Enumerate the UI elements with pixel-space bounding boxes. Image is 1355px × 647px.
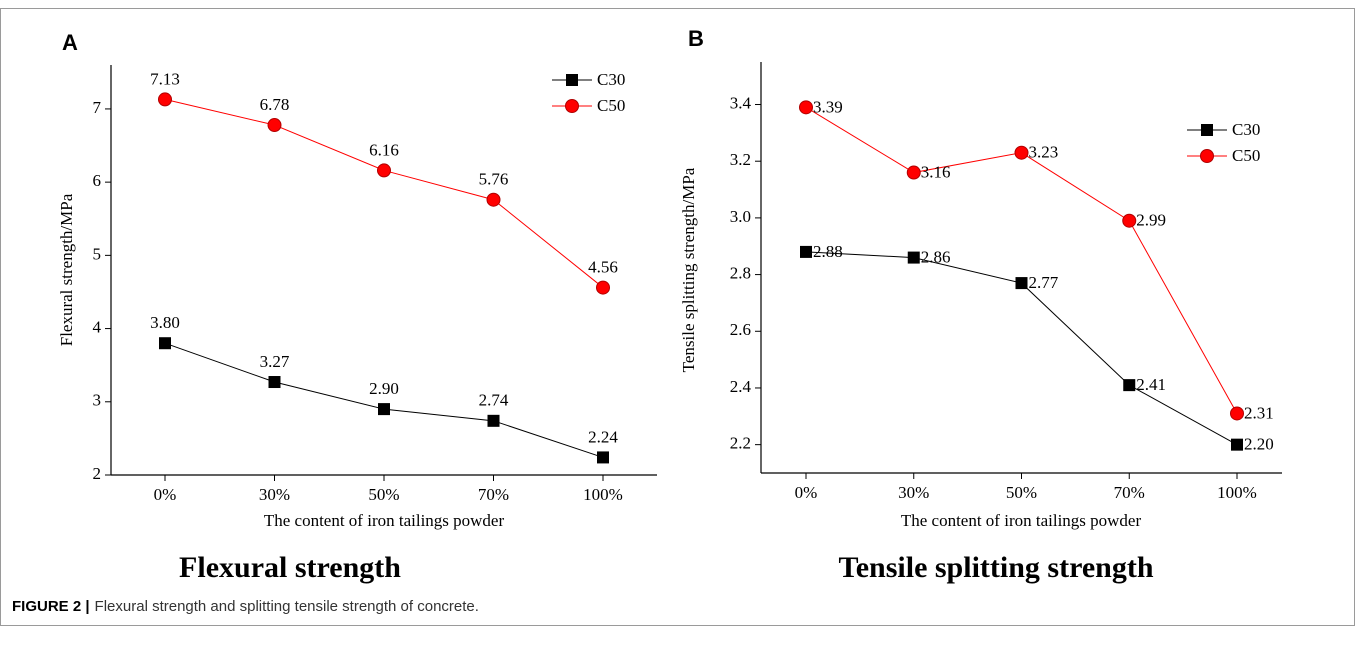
marker bbox=[800, 245, 812, 258]
marker bbox=[597, 451, 609, 464]
value-label: 2.74 bbox=[479, 391, 509, 410]
marker bbox=[487, 414, 500, 427]
marker bbox=[1123, 379, 1136, 392]
marker bbox=[906, 165, 921, 180]
y-tick-label: 4 bbox=[93, 317, 102, 336]
x-tick-label: 70% bbox=[478, 485, 509, 504]
marker bbox=[267, 118, 282, 133]
y-tick-label: 2.8 bbox=[730, 263, 751, 282]
marker bbox=[377, 163, 391, 178]
x-tick-label: 50% bbox=[1006, 483, 1037, 502]
legend-label: C30 bbox=[1232, 120, 1260, 139]
value-label: 6.16 bbox=[369, 140, 399, 159]
y-axis-label: Flexural strength/MPa bbox=[57, 193, 76, 346]
value-label: 3.16 bbox=[921, 162, 951, 181]
legend-label: C30 bbox=[597, 70, 625, 89]
value-label: 2.20 bbox=[1244, 435, 1274, 454]
value-label: 3.80 bbox=[150, 313, 180, 332]
marker bbox=[378, 403, 390, 416]
chart-title: Flexural strength bbox=[179, 551, 401, 584]
y-tick-label: 2.4 bbox=[730, 377, 752, 396]
marker bbox=[486, 192, 501, 207]
legend-label: C50 bbox=[597, 96, 625, 115]
series: 2.88 2.86 2.77 2.41 2.20 C30 bbox=[800, 120, 1274, 454]
series: 3.39 3.16 3.23 2.99 2.31 C50 bbox=[799, 97, 1274, 422]
frame bbox=[0, 8, 1355, 626]
marker bbox=[268, 376, 281, 389]
legend-marker bbox=[1201, 124, 1213, 136]
legend-marker bbox=[565, 99, 579, 113]
marker bbox=[1122, 213, 1137, 228]
marker bbox=[1015, 277, 1028, 290]
x-tick-label: 30% bbox=[898, 483, 929, 502]
legend-label: C50 bbox=[1232, 146, 1260, 165]
value-label: 3.23 bbox=[1029, 143, 1059, 162]
marker bbox=[158, 92, 172, 107]
series-line bbox=[164, 98, 604, 288]
value-label: 6.78 bbox=[260, 95, 290, 114]
x-axis-label: The content of iron tailings powder bbox=[901, 511, 1142, 530]
y-tick-label: 7 bbox=[93, 98, 102, 117]
x-tick-label: 100% bbox=[1217, 483, 1257, 502]
chart-title: Tensile splitting strength bbox=[838, 551, 1153, 584]
y-axis-label: Tensile splitting strength/MPa bbox=[679, 167, 698, 372]
y-tick-label: 3 bbox=[93, 391, 102, 410]
panel-label: A bbox=[62, 30, 78, 55]
value-label: 2.99 bbox=[1136, 211, 1166, 230]
value-label: 2.86 bbox=[921, 247, 951, 266]
marker bbox=[596, 280, 610, 295]
value-label: 4.56 bbox=[588, 257, 618, 276]
value-label: 3.27 bbox=[260, 352, 290, 371]
legend-marker bbox=[1200, 149, 1214, 163]
series: 3.80 3.27 2.90 2.74 2.24 C30 bbox=[150, 70, 625, 464]
caption: FIGURE 2 | Flexural strength and splittin… bbox=[12, 598, 479, 615]
y-tick-label: 2 bbox=[93, 464, 102, 483]
value-label: 2.31 bbox=[1244, 403, 1274, 422]
y-tick-label: 3.4 bbox=[730, 93, 752, 112]
y-tick-label: 5 bbox=[93, 244, 102, 263]
series: 7.13 6.78 6.16 5.76 4.56 C50 bbox=[150, 69, 625, 295]
value-label: 5.76 bbox=[479, 170, 509, 189]
y-tick-label: 3.2 bbox=[730, 150, 751, 169]
value-label: 2.88 bbox=[813, 242, 843, 261]
x-tick-label: 0% bbox=[154, 485, 177, 504]
y-tick-label: 2.2 bbox=[730, 434, 751, 453]
series-line bbox=[164, 342, 604, 458]
y-tick-label: 6 bbox=[93, 171, 102, 190]
x-tick-label: 0% bbox=[795, 483, 818, 502]
y-tick-label: 3.0 bbox=[730, 207, 751, 226]
caption-text: Flexural strength and splitting tensile … bbox=[95, 598, 479, 615]
marker bbox=[907, 251, 920, 264]
marker bbox=[159, 337, 171, 350]
value-label: 2.24 bbox=[588, 427, 618, 446]
legend-marker bbox=[566, 74, 578, 86]
x-tick-label: 50% bbox=[368, 485, 399, 504]
x-tick-label: 70% bbox=[1114, 483, 1145, 502]
marker bbox=[1014, 145, 1029, 160]
value-label: 2.41 bbox=[1136, 375, 1166, 394]
panel-label: B bbox=[688, 26, 704, 51]
y-tick-label: 2.6 bbox=[730, 320, 751, 339]
marker bbox=[799, 100, 813, 115]
value-label: 3.39 bbox=[813, 97, 843, 116]
value-label: 2.77 bbox=[1029, 273, 1059, 292]
caption-label: FIGURE 2 | bbox=[12, 598, 90, 615]
x-axis-label: The content of iron tailings powder bbox=[264, 511, 505, 530]
marker bbox=[1231, 438, 1243, 451]
x-tick-label: 100% bbox=[583, 485, 623, 504]
x-tick-label: 30% bbox=[259, 485, 290, 504]
value-label: 7.13 bbox=[150, 69, 180, 88]
value-label: 2.90 bbox=[369, 379, 399, 398]
marker bbox=[1230, 406, 1244, 421]
